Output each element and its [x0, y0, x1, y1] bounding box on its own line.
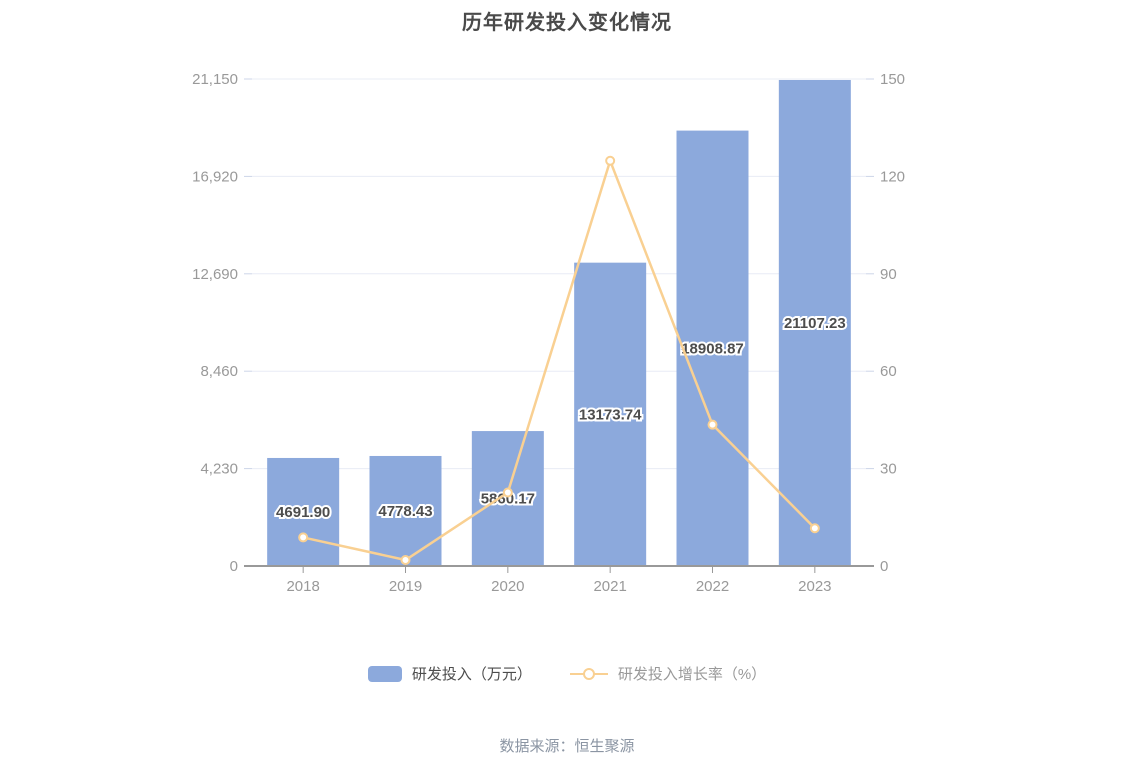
right-axis-label: 150 — [880, 71, 905, 88]
data-source-note: 数据来源：恒生聚源 — [499, 738, 635, 755]
right-axis-label: 30 — [880, 461, 897, 478]
right-axis-label: 120 — [880, 168, 905, 185]
growth-rate-marker-2018[interactable] — [298, 532, 309, 543]
x-axis-label-2020: 2020 — [491, 578, 524, 595]
right-axis-label: 0 — [880, 558, 888, 575]
left-axis-label: 21,150 — [192, 71, 238, 88]
left-axis-label: 16,920 — [192, 168, 238, 185]
bar-2021[interactable] — [574, 262, 647, 566]
x-axis-label-2018: 2018 — [286, 578, 319, 595]
legend-item-rd-investment[interactable]: 研发投入（万元） — [367, 663, 532, 684]
bar-value-label-2022: 18908.87 — [681, 340, 744, 357]
bar-2023[interactable] — [778, 79, 851, 566]
bar-value-label-2023: 21107.23 — [784, 315, 846, 332]
x-axis-label-2019: 2019 — [389, 578, 422, 595]
bar-2020[interactable] — [471, 431, 544, 566]
legend-line-marker-icon — [582, 667, 595, 680]
bar-2019[interactable] — [369, 455, 442, 566]
growth-rate-marker-2023[interactable] — [809, 523, 820, 534]
legend-item-growth-rate[interactable]: 研发投入增长率（%） — [569, 663, 767, 684]
bar-value-label-2021: 13173.74 — [579, 406, 642, 423]
bar-value-label-2019: 4778.43 — [378, 503, 432, 520]
growth-rate-marker-2022[interactable] — [707, 419, 718, 430]
chart-title: 历年研发投入变化情况 — [462, 12, 672, 34]
left-axis-label: 4,230 — [200, 461, 238, 478]
bar-value-label-2018: 4691.90 — [276, 504, 330, 521]
growth-rate-line — [302, 159, 816, 562]
left-axis-label: 8,460 — [200, 363, 238, 380]
x-axis-label-2023: 2023 — [798, 578, 831, 595]
growth-rate-marker-2021[interactable] — [605, 155, 616, 166]
x-axis-label-2021: 2021 — [593, 578, 626, 595]
bar-value-label-2020: 5860.17 — [481, 491, 535, 508]
legend-label-rd-investment: 研发投入（万元） — [411, 666, 532, 683]
legend: 研发投入（万元） 研发投入增长率（%） — [0, 663, 1134, 684]
bar-2018[interactable] — [267, 457, 340, 566]
x-axis-label-2022: 2022 — [696, 578, 729, 595]
legend-line-swatch-icon — [569, 667, 608, 680]
growth-rate-marker-2019[interactable] — [400, 555, 411, 566]
legend-label-growth-rate: 研发投入增长率（%） — [617, 666, 767, 683]
left-axis-label: 0 — [230, 558, 238, 575]
right-axis-label: 60 — [880, 363, 897, 380]
right-axis-label: 90 — [880, 266, 897, 283]
bar-2022[interactable] — [676, 130, 749, 567]
left-axis-label: 12,690 — [192, 266, 238, 283]
legend-bar-swatch-icon — [367, 665, 402, 682]
chart-canvas: 0 0 4,230 30 8,460 60 12,690 90 16,920 120 21,150 1… — [192, 71, 905, 595]
growth-rate-marker-2020[interactable] — [502, 487, 513, 498]
